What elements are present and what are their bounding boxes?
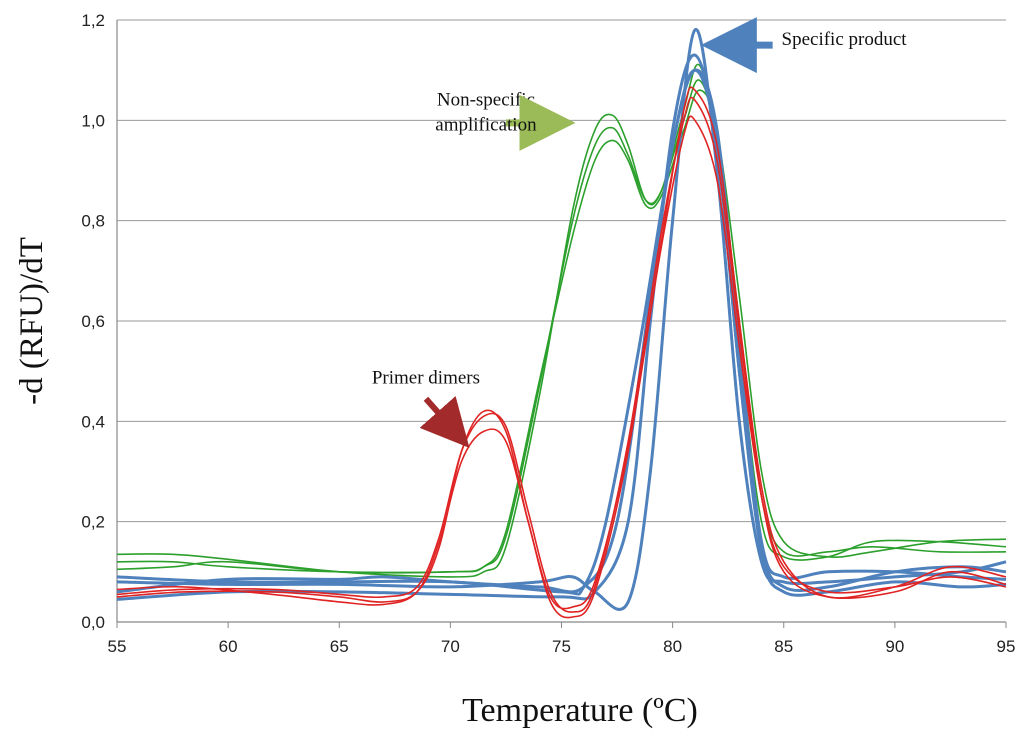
y-axis-title: -d (RFU)/dT: [14, 237, 50, 405]
y-tick-label: 0,0: [81, 613, 105, 632]
series-line-3: [116, 68, 1007, 594]
x-axis-title: Temperature (ºC): [462, 692, 698, 729]
x-tick-label: 55: [108, 637, 127, 656]
annotation-label: Non-specific: [437, 89, 535, 110]
series-line-4: [116, 68, 1007, 597]
annotation-label: Primer dimers: [372, 368, 480, 389]
y-tick-label: 0,2: [81, 513, 105, 532]
series-line-1: [116, 28, 1007, 611]
x-tick-label: 60: [219, 637, 238, 656]
series-line-9: [116, 96, 1007, 613]
x-tick-label: 95: [997, 637, 1016, 656]
series-line-5: [116, 63, 1007, 578]
y-tick-label: 1,2: [81, 11, 105, 30]
x-tick-label: 75: [552, 637, 571, 656]
axes: [116, 20, 1007, 628]
x-tick-label: 70: [441, 637, 460, 656]
y-tick-label: 0,6: [81, 312, 105, 331]
x-tick-label: 80: [663, 637, 682, 656]
annotations: Specific product Non-specific amplificatio…: [372, 17, 908, 448]
x-tick-label: 65: [330, 637, 349, 656]
series-line-8: [116, 115, 1007, 610]
annotation-label: Specific product: [782, 29, 908, 50]
series-layer: [116, 28, 1007, 619]
annotation-label: amplification: [435, 114, 537, 135]
tick-labels: 0,0 0,2 0,4 0,6 0,8 1,0 1,2 55 60 65 70 75 80 85 90 95: [81, 11, 1015, 656]
series-line-10: [116, 86, 1007, 619]
y-tick-label: 1,0: [81, 111, 105, 130]
y-tick-label: 0,4: [81, 412, 105, 431]
annotation-arrow: [419, 396, 470, 448]
x-tick-label: 85: [774, 637, 793, 656]
series-line-6: [116, 79, 1007, 574]
x-tick-label: 90: [885, 637, 904, 656]
series-line-7: [116, 89, 1007, 574]
y-tick-label: 0,8: [81, 212, 105, 231]
series-line-2: [116, 53, 1007, 601]
